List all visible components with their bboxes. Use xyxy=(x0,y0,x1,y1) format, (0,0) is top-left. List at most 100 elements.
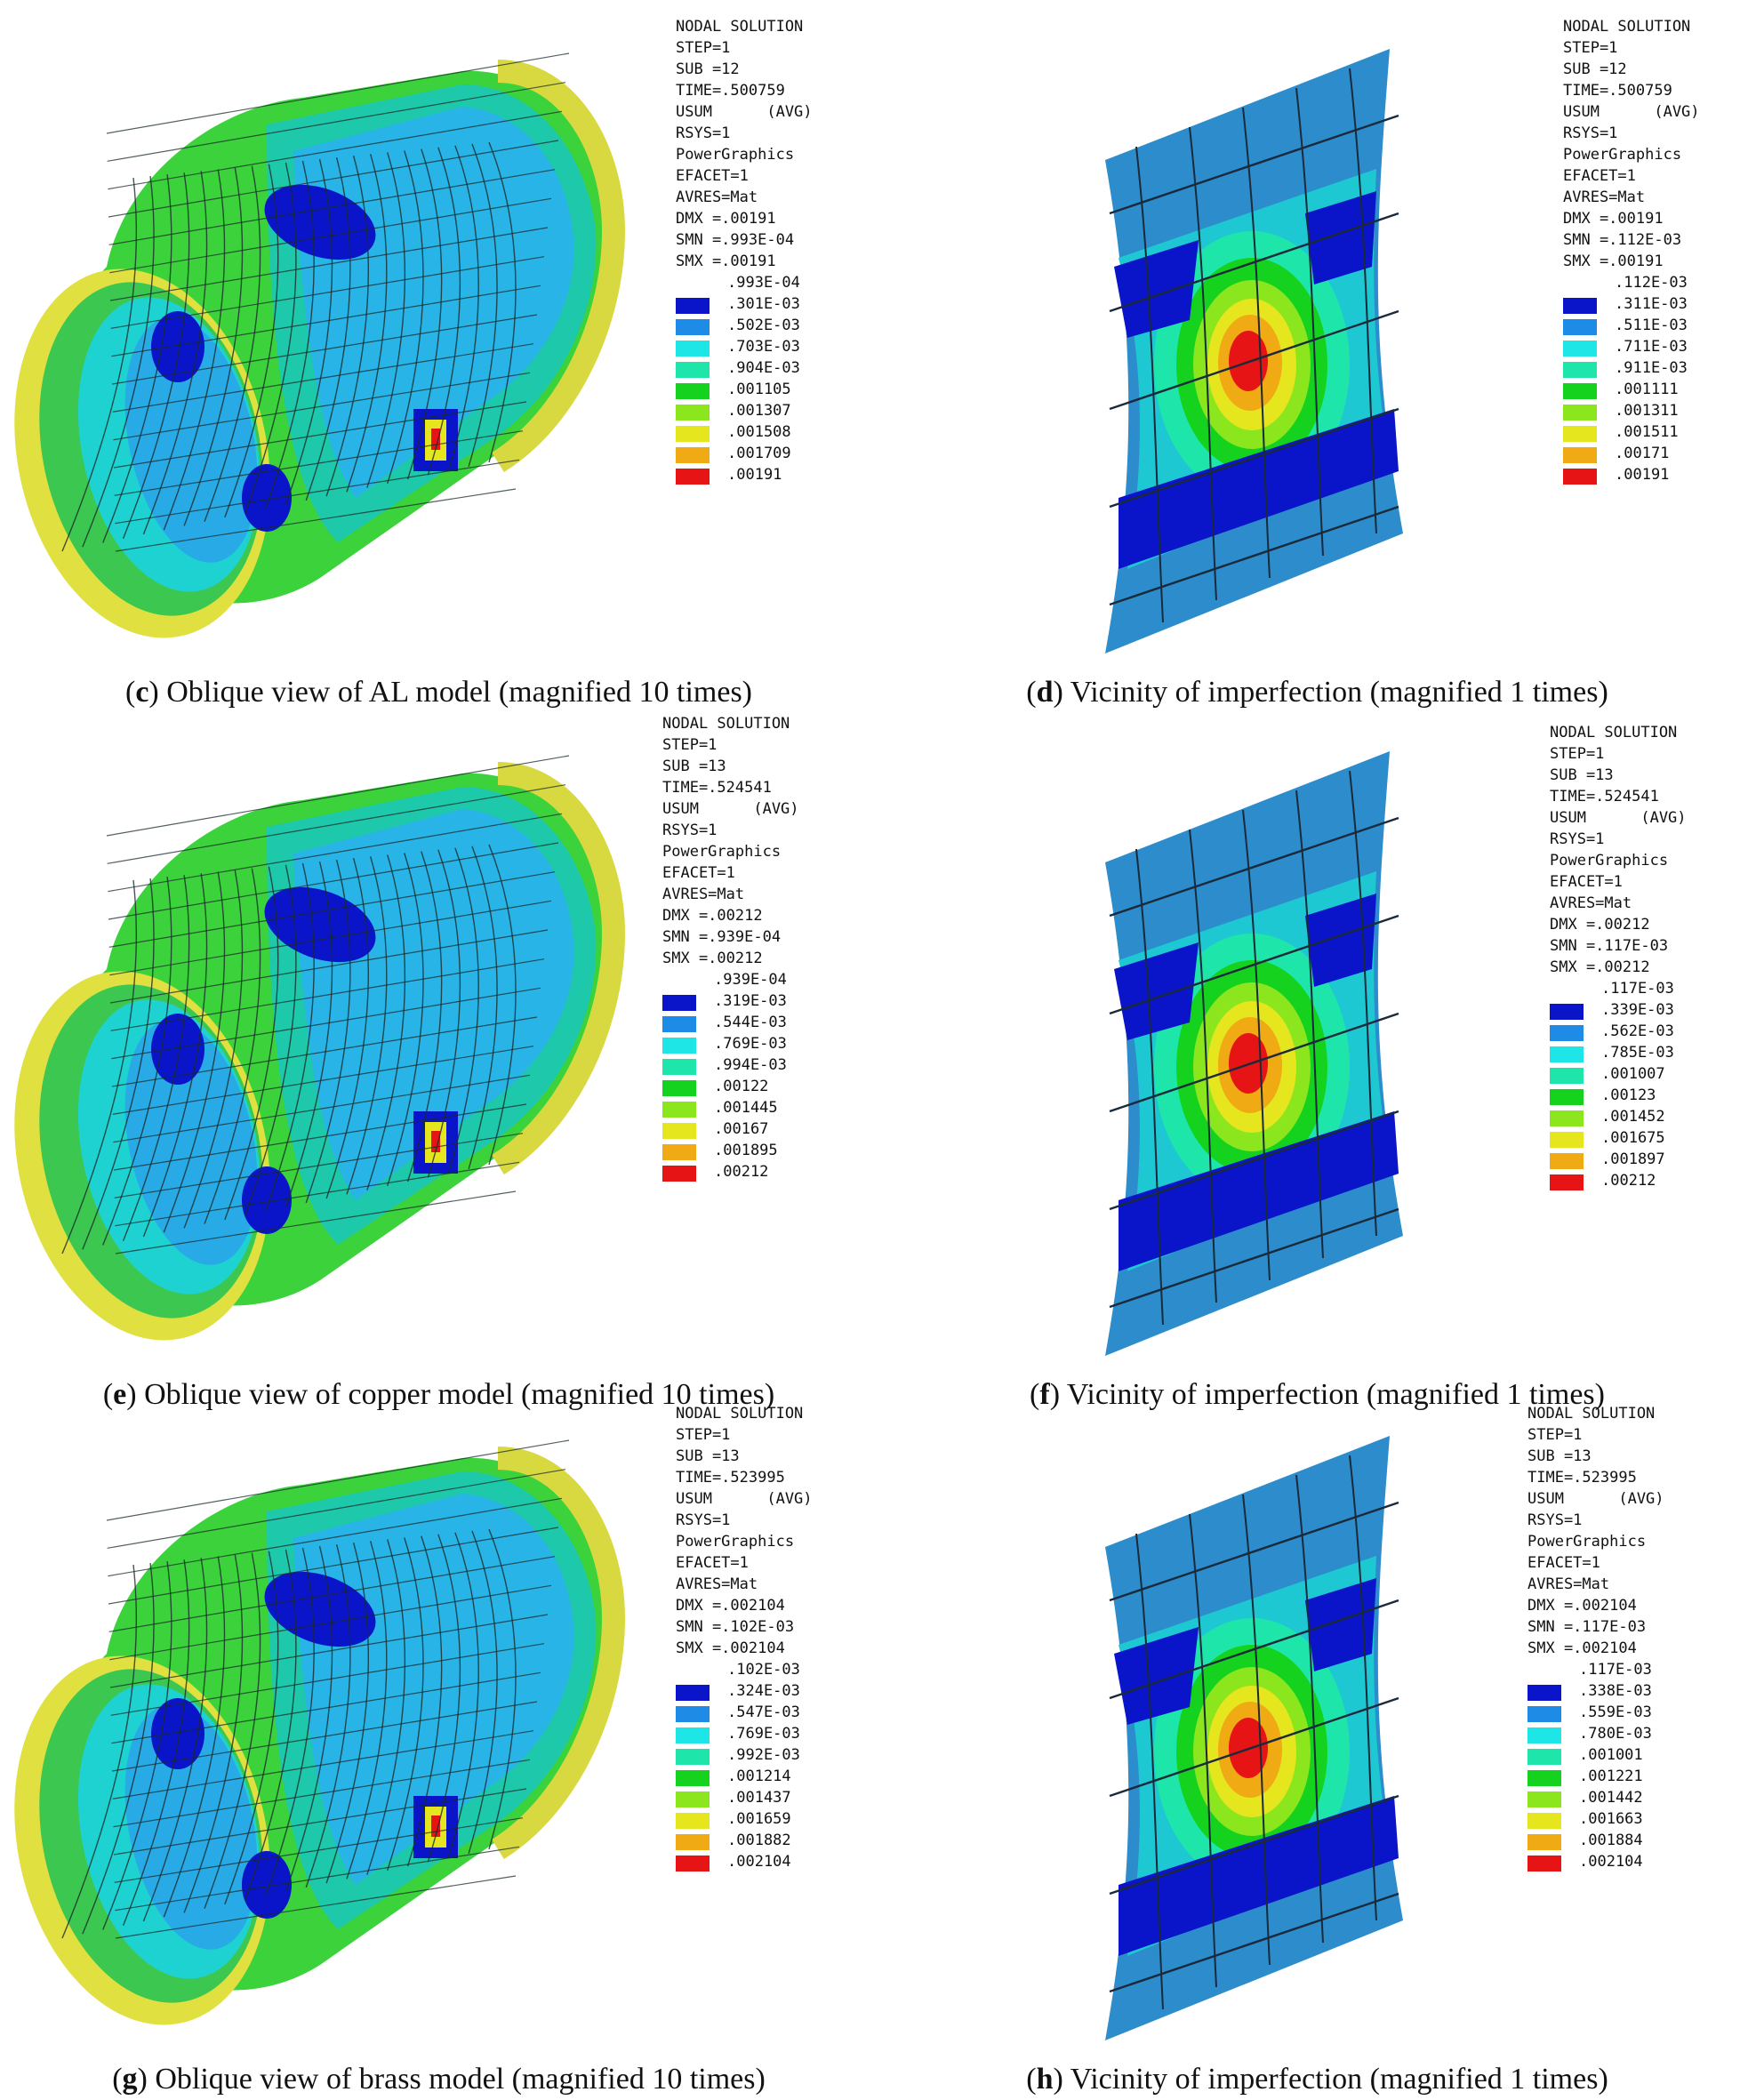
legend-header-line: EFACET=1 xyxy=(676,167,749,185)
legend-value: .993E-04 xyxy=(727,274,800,292)
legend-value: .00167 xyxy=(714,1120,769,1138)
panel-f: NODAL SOLUTION STEP=1 SUB =13 TIME=.524541 U… xyxy=(878,702,1756,1411)
legend-level: .00212 xyxy=(662,1161,799,1182)
legend-swatch xyxy=(676,319,710,335)
legend-header-line: USUM (AVG) xyxy=(662,800,799,818)
legend-header-line: SMN =.117E-03 xyxy=(1527,1618,1647,1636)
legend-level: .001882 xyxy=(676,1830,813,1851)
legend-value: .780E-03 xyxy=(1579,1725,1652,1743)
legend-swatch xyxy=(1563,319,1597,335)
contour-legend: NODAL SOLUTION STEP=1 SUB =12 TIME=.500759 U… xyxy=(676,16,813,485)
contour-legend: NODAL SOLUTION STEP=1 SUB =13 TIME=.523995 U… xyxy=(1527,1403,1664,1872)
legend-level: .769E-03 xyxy=(662,1033,799,1054)
legend-value: .562E-03 xyxy=(1601,1022,1674,1040)
legend-swatch xyxy=(676,447,710,463)
legend-value: .00212 xyxy=(714,1163,769,1181)
legend-value: .001884 xyxy=(1579,1831,1643,1849)
legend-header-line: USUM (AVG) xyxy=(1550,809,1687,827)
panel-label: e xyxy=(113,1378,127,1411)
legend-swatch xyxy=(676,383,710,399)
legend-level: .994E-03 xyxy=(662,1054,799,1076)
legend-level: .911E-03 xyxy=(1563,357,1700,379)
legend-swatch xyxy=(676,1749,710,1765)
legend-header-line: RSYS=1 xyxy=(662,822,718,839)
legend-value: .117E-03 xyxy=(1579,1661,1652,1679)
legend-header-line: SUB =13 xyxy=(1527,1447,1592,1465)
legend-swatch xyxy=(676,298,710,314)
legend-swatch xyxy=(662,1166,696,1182)
panel-e: NODAL SOLUTION STEP=1 SUB =13 TIME=.524541 U… xyxy=(0,702,878,1411)
legend-header-line: SMX =.00191 xyxy=(1563,252,1664,270)
legend-value: .769E-03 xyxy=(714,1035,787,1053)
legend-swatch xyxy=(676,1791,710,1807)
legend-header-line: PowerGraphics xyxy=(1527,1533,1647,1551)
legend-header-line: SUB =13 xyxy=(662,757,726,775)
panel-figure xyxy=(14,755,626,1341)
legend-swatch xyxy=(676,426,710,442)
legend-swatch xyxy=(662,1144,696,1160)
legend-swatch xyxy=(662,1102,696,1118)
legend-value: .001709 xyxy=(727,445,791,462)
legend-value: .001437 xyxy=(727,1789,791,1807)
legend-level: .00191 xyxy=(1563,464,1700,485)
legend-header-line: PowerGraphics xyxy=(1550,852,1669,870)
legend-level: .001897 xyxy=(1550,1149,1687,1170)
legend-level: .001445 xyxy=(662,1097,799,1118)
cylinder-model xyxy=(14,755,626,1341)
legend-header-line: USUM (AVG) xyxy=(676,1490,813,1508)
panel-caption: (e) Oblique view of copper model (magnif… xyxy=(102,1378,775,1411)
legend-level: .001007 xyxy=(1550,1063,1687,1085)
legend-header-line: SMN =.939E-04 xyxy=(662,928,782,946)
legend-level: .338E-03 xyxy=(1527,1680,1664,1702)
legend-level: .117E-03 xyxy=(1527,1659,1664,1680)
legend-header-line: USUM (AVG) xyxy=(1527,1490,1664,1508)
panel-figure xyxy=(14,52,626,638)
legend-swatch xyxy=(662,995,696,1011)
legend-swatch xyxy=(676,405,710,421)
legend-level: .001663 xyxy=(1527,1808,1664,1830)
legend-level: .102E-03 xyxy=(676,1659,813,1680)
legend-swatch xyxy=(1550,1025,1584,1041)
legend-value: .001897 xyxy=(1601,1150,1665,1168)
legend-header-line: DMX =.00212 xyxy=(662,907,763,925)
legend-value: .301E-03 xyxy=(727,295,800,313)
legend-level: .547E-03 xyxy=(676,1702,813,1723)
cylinder-model xyxy=(14,52,626,638)
legend-value: .544E-03 xyxy=(714,1014,787,1031)
panel-d: NODAL SOLUTION STEP=1 SUB =12 TIME=.500759 U… xyxy=(878,0,1756,709)
legend-value: .002104 xyxy=(1579,1853,1643,1871)
legend-level: .780E-03 xyxy=(1527,1723,1664,1744)
legend-swatch xyxy=(676,1834,710,1850)
legend-header-line: EFACET=1 xyxy=(1527,1554,1600,1572)
legend-value: .904E-03 xyxy=(727,359,800,377)
legend-value: .00212 xyxy=(1601,1172,1656,1190)
legend-value: .911E-03 xyxy=(1615,359,1688,377)
legend-value: .311E-03 xyxy=(1615,295,1688,313)
legend-level: .502E-03 xyxy=(676,315,813,336)
panel-caption-text: Vicinity of imperfection (magnified 1 ti… xyxy=(1070,676,1608,709)
legend-level: .544E-03 xyxy=(662,1012,799,1033)
legend-header-line: PowerGraphics xyxy=(1563,146,1682,164)
panel-c: NODAL SOLUTION STEP=1 SUB =12 TIME=.500759 U… xyxy=(0,0,878,709)
legend-level: .117E-03 xyxy=(1550,978,1687,999)
legend-swatch xyxy=(662,1123,696,1139)
legend-value: .339E-03 xyxy=(1601,1001,1674,1019)
imperfection-patch-model xyxy=(1105,751,1403,1356)
legend-header-line: RSYS=1 xyxy=(1527,1511,1583,1529)
legend-swatch xyxy=(676,341,710,357)
contour-legend: NODAL SOLUTION STEP=1 SUB =12 TIME=.500759 U… xyxy=(1563,16,1700,485)
legend-value: .001882 xyxy=(727,1831,791,1849)
legend-value: .001105 xyxy=(727,381,791,398)
legend-header-line: EFACET=1 xyxy=(1550,873,1623,891)
imperfection-patch-model xyxy=(1105,1436,1403,2040)
legend-value: .00191 xyxy=(1615,466,1670,484)
legend-header-line: SMN =.102E-03 xyxy=(676,1618,795,1636)
legend-header-line: STEP=1 xyxy=(676,39,731,57)
legend-level: .112E-03 xyxy=(1563,272,1700,293)
legend-swatch xyxy=(1550,1110,1584,1126)
legend-header-line: NODAL SOLUTION xyxy=(1550,724,1678,741)
legend-value: .001452 xyxy=(1601,1108,1665,1126)
legend-header-line: PowerGraphics xyxy=(676,146,795,164)
legend-swatch xyxy=(1563,383,1597,399)
legend-header-line: AVRES=Mat xyxy=(676,1575,758,1593)
